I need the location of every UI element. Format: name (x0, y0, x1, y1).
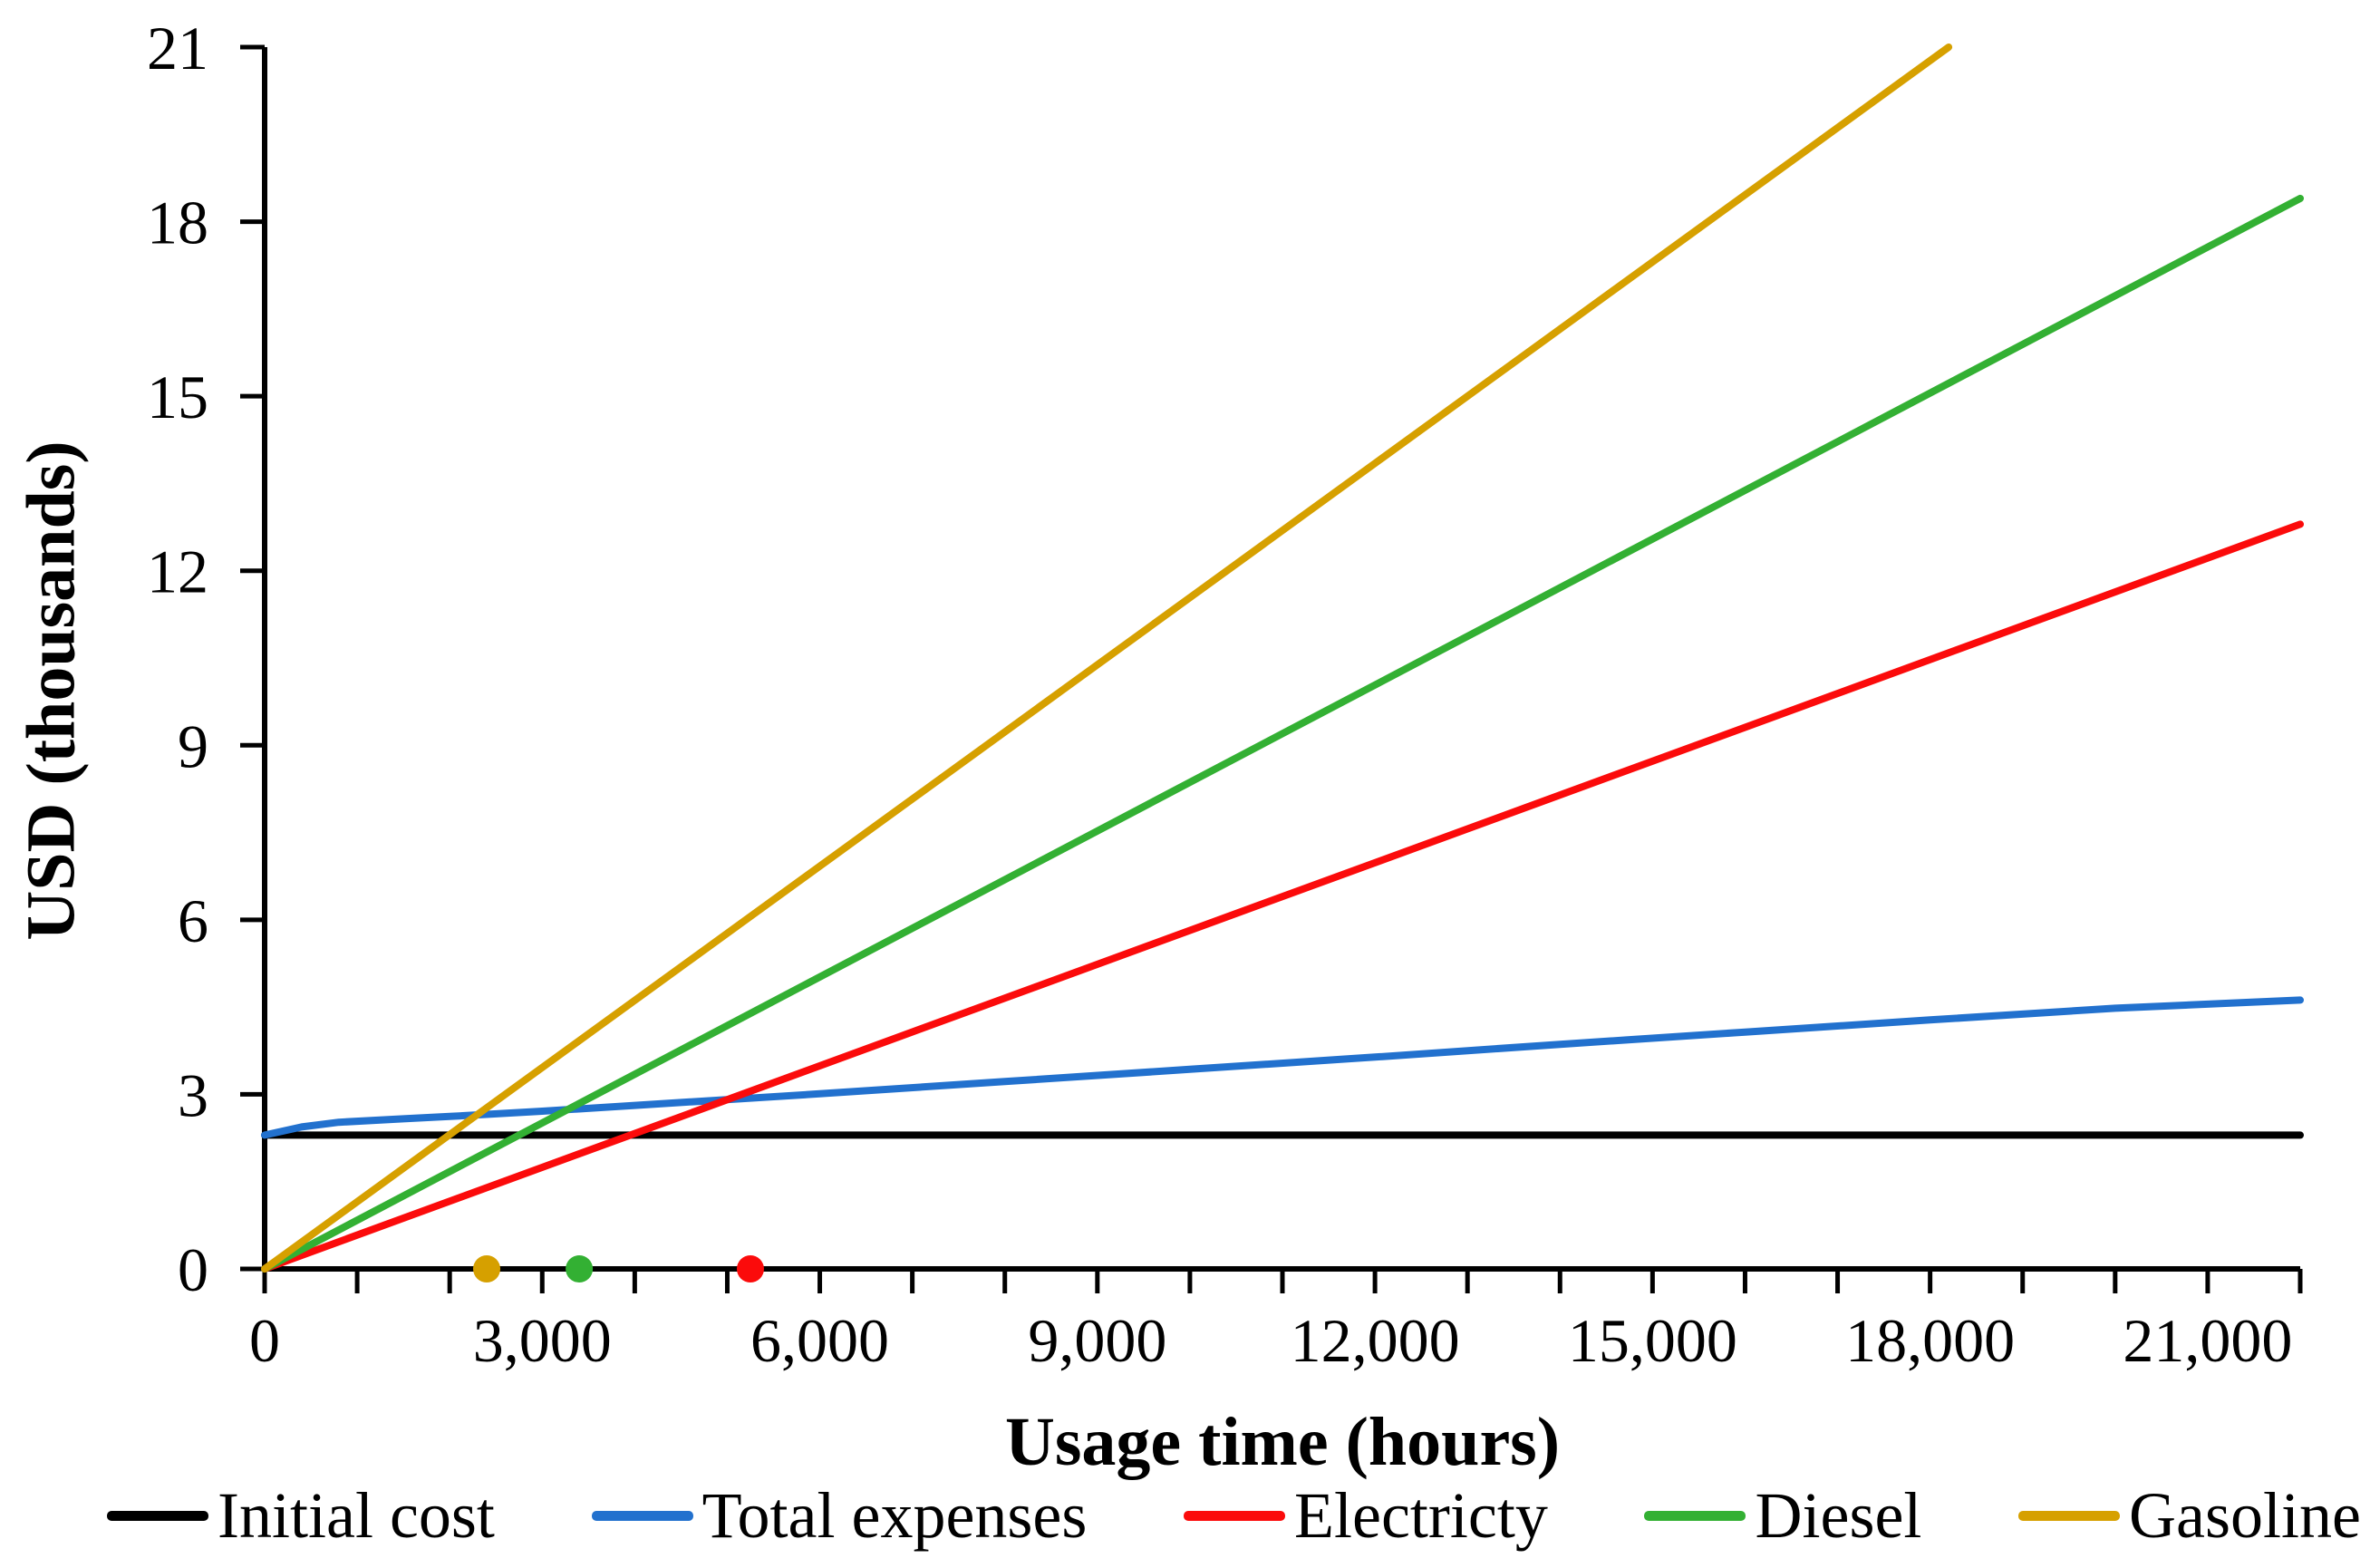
legend-item-initial-cost: Initial cost (107, 1478, 495, 1553)
y-tick-label: 15 (147, 363, 208, 431)
legend-item-gasoline: Gasoline (2018, 1478, 2361, 1553)
y-tick-label: 9 (178, 711, 208, 780)
legend-label-diesel: Diesel (1755, 1478, 1922, 1552)
breakeven-dot-electricty (736, 1255, 764, 1282)
breakeven-dot-diesel (566, 1255, 594, 1282)
x-tick-label: 6,000 (750, 1306, 889, 1375)
legend-swatch-total-expenses (591, 1510, 693, 1521)
y-tick-label: 3 (178, 1060, 208, 1129)
legend-label-electricty: Electricty (1294, 1478, 1548, 1552)
legend-label-initial-cost: Initial cost (218, 1478, 495, 1552)
x-tick-label: 15,000 (1568, 1306, 1737, 1375)
x-tick-label: 9,000 (1028, 1306, 1166, 1375)
y-tick-label: 18 (147, 189, 208, 257)
y-tick-label: 6 (178, 886, 208, 955)
x-tick-label: 18,000 (1845, 1306, 2015, 1375)
y-axis-title: USD (thousands) (13, 440, 90, 941)
legend-label-total-expenses: Total expenses (701, 1478, 1088, 1552)
x-tick-label: 21,000 (2123, 1306, 2292, 1375)
y-tick-label: 0 (178, 1235, 208, 1304)
legend-label-gasoline: Gasoline (2129, 1478, 2361, 1552)
series-line-gasoline (261, 44, 1953, 1273)
y-tick-label: 12 (147, 537, 208, 606)
y-tick-label: 21 (147, 14, 208, 82)
legend-item-diesel: Diesel (1644, 1478, 1921, 1553)
x-tick-label: 3,000 (473, 1306, 612, 1375)
x-tick-label: 12,000 (1291, 1306, 1460, 1375)
breakeven-dot-gasoline (473, 1255, 501, 1282)
series-line-total-expenses (261, 996, 2304, 1139)
legend-swatch-electricty (1184, 1510, 1286, 1521)
series-line-electricty (261, 520, 2304, 1273)
chart-legend: Initial cost Total expenses Electricty Dies… (107, 1474, 2361, 1557)
series-line-diesel (261, 194, 2304, 1273)
legend-swatch-initial-cost (107, 1510, 208, 1521)
x-tick-label: 0 (249, 1306, 280, 1375)
legend-swatch-gasoline (2018, 1510, 2121, 1521)
legend-item-electricty: Electricty (1184, 1478, 1548, 1553)
x-axis-title: Usage time (hours) (1004, 1404, 1561, 1480)
legend-item-total-expenses: Total expenses (591, 1478, 1088, 1553)
legend-swatch-diesel (1644, 1510, 1746, 1521)
